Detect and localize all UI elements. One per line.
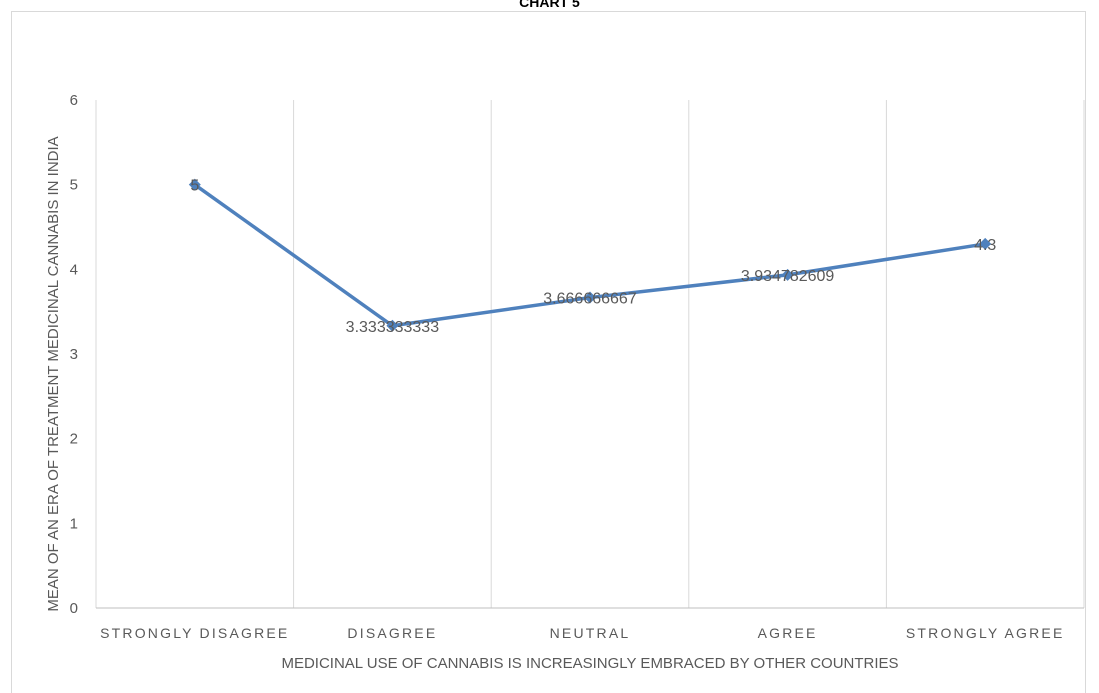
data-label: 5 (190, 178, 199, 195)
series-group (188, 178, 992, 332)
y-axis-title: MEAN OF AN ERA OF TREATMENT MEDICINAL CA… (45, 136, 62, 611)
y-axis-tick-labels: 0 1 2 3 4 5 6 (70, 92, 78, 617)
data-point-marker (979, 237, 992, 250)
y-tick-label: 1 (70, 515, 78, 532)
chart-title: CHART 5 (519, 0, 580, 10)
y-tick-label: 4 (70, 261, 78, 278)
y-tick-label: 3 (70, 346, 78, 363)
x-category-label: NEUTRAL (550, 625, 631, 641)
y-tick-label: 2 (70, 431, 78, 448)
y-tick-label: 0 (70, 600, 78, 617)
data-label: 4.3 (974, 237, 996, 254)
y-tick-label: 6 (70, 92, 78, 109)
data-label: 3.934782609 (741, 268, 835, 285)
data-point-marker (584, 291, 596, 304)
data-labels: 5 3.333333333 3.666666667 3.934782609 4.3 (190, 178, 996, 336)
data-point-marker (781, 268, 794, 281)
chart-frame (11, 11, 1086, 693)
x-category-label: DISAGREE (347, 625, 437, 641)
x-category-label: AGREE (758, 625, 818, 641)
y-tick-label: 5 (70, 177, 78, 194)
data-label: 3.333333333 (346, 319, 440, 336)
x-axis-category-labels: STRONGLY DISAGREE DISAGREE NEUTRAL AGREE STR… (100, 625, 1065, 641)
vertical-gridlines (95, 100, 1085, 608)
data-point-marker (188, 178, 201, 191)
x-category-label: STRONGLY AGREE (906, 625, 1065, 641)
x-axis-title: MEDICINAL USE OF CANNABIS IS INCREASINGL… (281, 655, 898, 672)
data-label: 3.666666667 (543, 291, 637, 308)
x-category-label: STRONGLY DISAGREE (100, 625, 289, 641)
data-point-marker (386, 319, 399, 332)
